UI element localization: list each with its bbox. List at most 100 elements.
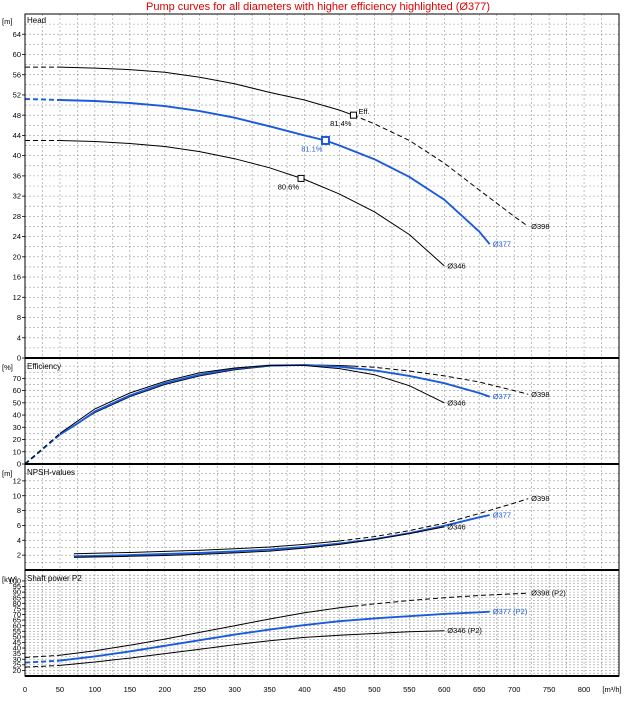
- page-title: Pump curves for all diameters with highe…: [145, 1, 491, 13]
- y-tick-label: 20: [13, 666, 21, 675]
- curve-efficiency-d398: [353, 365, 529, 395]
- curve-head-d398: [353, 114, 529, 227]
- y-tick-label: 12: [13, 293, 21, 302]
- curve-power-d398-p2: [353, 592, 529, 607]
- curve-npsh-d377: [73, 514, 490, 558]
- x-tick-label: 750: [543, 685, 556, 694]
- curve-efficiency-d377: [59, 363, 491, 436]
- x-tick-label: 600: [438, 685, 451, 694]
- series-label-d398: Ø398: [531, 390, 549, 399]
- curve-power-d346-p2: [59, 630, 445, 666]
- curve-power-d398-p2: [59, 605, 354, 656]
- efficiency-marker: [320, 135, 330, 145]
- grid-layer: [22, 14, 620, 676]
- y-tick-label: 36: [13, 171, 21, 180]
- y-tick-label: 80: [13, 599, 21, 608]
- x-tick-label: 350: [263, 685, 276, 694]
- x-tick-label: 650: [473, 685, 486, 694]
- series-label-d398: Ø398: [531, 494, 549, 503]
- label-layer: 0 50 100 150 200 250 300 350 400 450 500 550 600 650 7…: [2, 16, 622, 694]
- frame-layer: [24, 13, 620, 677]
- y-tick-label: 60: [13, 621, 21, 630]
- x-tick-label: 250: [193, 685, 206, 694]
- y-tick-label: 70: [13, 610, 21, 619]
- y-tick-label: 75: [13, 605, 21, 614]
- y-tick-label: 6: [17, 521, 21, 530]
- efficiency-marker: [349, 111, 357, 119]
- y-tick-label: 12: [13, 476, 21, 485]
- y-tick-label: 32: [13, 192, 21, 201]
- efficiency-marker-label: 81.4%: [330, 119, 352, 128]
- y-tick-label: 16: [13, 273, 21, 282]
- x-tick-label: 500: [368, 685, 381, 694]
- y-tick-label: 8: [17, 506, 21, 515]
- curve-power-d398-p2: [24, 654, 60, 658]
- curve-layer: [24, 66, 529, 668]
- x-tick-label: 700: [508, 685, 521, 694]
- panel-title-label: Efficiency: [27, 362, 61, 371]
- y-tick-label: 52: [13, 91, 21, 100]
- y-tick-label: 44: [13, 131, 21, 140]
- y-tick-label: 20: [13, 252, 21, 261]
- y-tick-label: 40: [13, 411, 21, 420]
- y-tick-label: 20: [13, 435, 21, 444]
- y-tick-label: 50: [13, 398, 21, 407]
- x-tick-label: 800: [578, 685, 591, 694]
- y-tick-label: 28: [13, 212, 21, 221]
- y-tick-label: 25: [13, 660, 21, 669]
- y-tick-label: 56: [13, 70, 21, 79]
- x-tick-label: 300: [228, 685, 241, 694]
- y-tick-label: 60: [13, 50, 21, 59]
- curve-head-d377: [24, 98, 60, 101]
- panel-unit-label: [m]: [2, 469, 12, 478]
- curve-npsh-d346: [73, 526, 445, 558]
- series-label-d377: Ø377: [493, 240, 511, 249]
- y-tick-label: 64: [13, 30, 21, 39]
- series-label-d398: Ø398: [531, 222, 549, 231]
- y-tick-label: 95: [13, 582, 21, 591]
- panel-unit-label: [kW]: [2, 575, 17, 584]
- y-tick-label: 10: [13, 491, 21, 500]
- y-tick-label: 55: [13, 627, 21, 636]
- series-label-d377: Ø377: [493, 511, 511, 520]
- y-tick-label: 40: [13, 151, 21, 160]
- x-tick-label: 450: [333, 685, 346, 694]
- series-label-d346-p2: Ø346 (P2): [447, 626, 482, 635]
- panel-title-label: NPSH-values: [27, 468, 75, 477]
- x-tick-label: 0: [23, 685, 27, 694]
- y-tick-label: 8: [17, 313, 21, 322]
- y-tick-label: 0: [17, 354, 21, 363]
- series-label-d398-p2: Ø398 (P2): [531, 589, 566, 598]
- x-tick-label: 550: [403, 685, 416, 694]
- y-tick-label: 65: [13, 616, 21, 625]
- x-tick-label: 400: [298, 685, 311, 694]
- series-label-d346: Ø346: [447, 398, 465, 407]
- curve-head-d398: [59, 66, 354, 116]
- y-tick-label: 10: [13, 447, 21, 456]
- series-label-d346: Ø346: [447, 522, 465, 531]
- x-tick-label: 100: [89, 685, 102, 694]
- efficiency-marker-label: 80.6%: [278, 182, 300, 191]
- y-tick-label: 40: [13, 644, 21, 653]
- curve-efficiency-d346: [59, 365, 445, 434]
- y-tick-label: 45: [13, 638, 21, 647]
- x-tick-label: 50: [56, 685, 64, 694]
- y-tick-label: 4: [17, 333, 21, 342]
- y-tick-label: 0: [17, 460, 21, 469]
- y-tick-label: 2: [17, 551, 21, 560]
- curve-npsh-d398: [339, 498, 529, 542]
- y-tick-label: 30: [13, 423, 21, 432]
- y-tick-label: 90: [13, 588, 21, 597]
- chart-frame: [24, 13, 620, 677]
- panel-title-label: Head: [27, 16, 46, 25]
- x-unit-label: [m³/h]: [602, 685, 621, 694]
- y-tick-label: 35: [13, 649, 21, 658]
- panel-title-label: Shaft power P2: [27, 574, 82, 583]
- y-tick-label: 70: [13, 374, 21, 383]
- y-tick-label: 30: [13, 655, 21, 664]
- y-tick-label: 50: [13, 632, 21, 641]
- y-tick-label: 24: [13, 232, 21, 241]
- series-label-d346: Ø346: [447, 261, 465, 270]
- x-tick-label: 200: [159, 685, 172, 694]
